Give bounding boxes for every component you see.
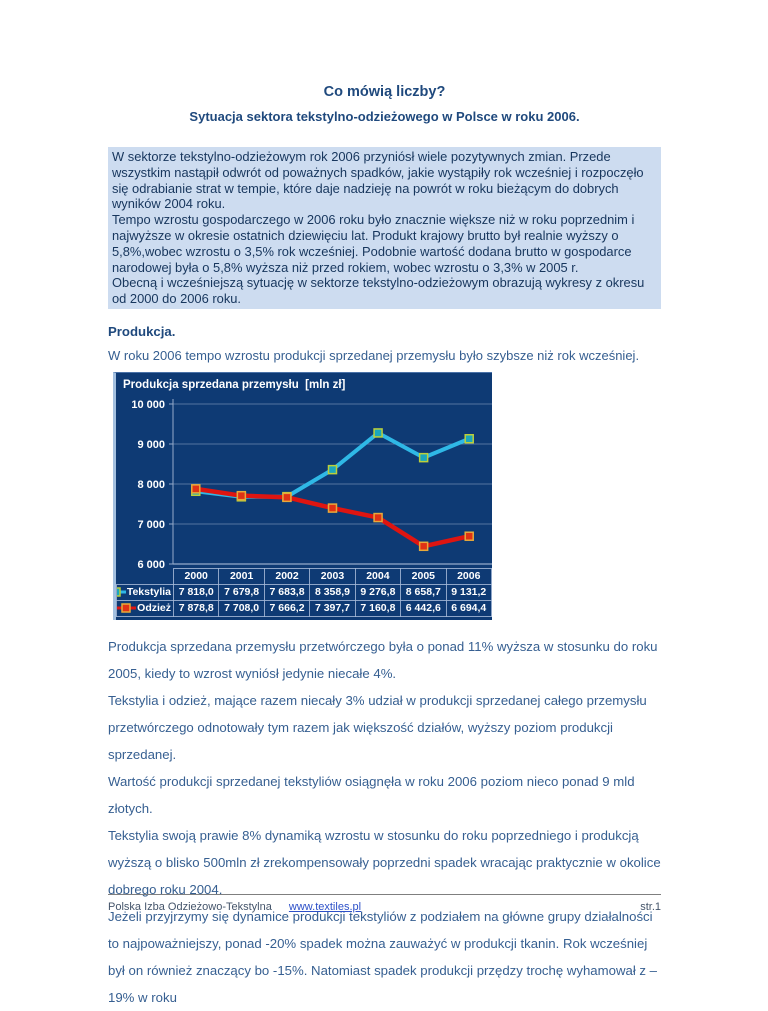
body-paragraph-5: Jeżeli przyjrzymy się dynamice produkcji… (108, 908, 658, 1005)
chart-value-cell: 7 160,8 (354, 599, 402, 617)
intro-highlight-block: W sektorze tekstylno-odzieżowym rok 2006… (108, 147, 661, 309)
chart-value-cell: 7 818,0 (172, 583, 220, 601)
chart-title: Produkcja sprzedana przemysłu [mln zł] (123, 378, 346, 391)
legend-tekstylia-icon (117, 587, 126, 598)
chart-value-cell: 7 397,7 (309, 599, 356, 617)
chart-year-header: 2003 (309, 567, 356, 585)
legend-label: Odzież (137, 602, 171, 615)
legend-odzież-icon (117, 603, 137, 614)
series-line-0 (193, 430, 472, 499)
y-tick-label: 10 000 (131, 399, 165, 411)
page-subtitle: Sytuacja sektora tekstylno-odzieżowego w… (189, 109, 580, 124)
series-marker (327, 464, 338, 475)
chart-table: 2000 2001 2002 2003 2004 2005 2006 Tekstylia 7 8… (116, 567, 493, 617)
footer-link[interactable]: www.textiles.pl (288, 901, 362, 913)
document-content: Co mówią liczby? Sytuacja sektora teksty… (108, 0, 661, 1011)
chart-value-cell: 8 358,9 (309, 583, 356, 601)
body-text: Produkcja sprzedana przemysłu przetwórcz… (108, 633, 661, 1011)
chart-year-header: 2004 (354, 567, 402, 585)
body-paragraph-3: Wartość produkcji sprzedanej tekstyliów … (108, 773, 635, 816)
footer-organization: Polska Izba Odzieżowo-Tekstylna (108, 901, 272, 913)
series-marker (327, 503, 338, 513)
series-marker (373, 428, 383, 438)
intro-paragraph-1: W sektorze tekstylno-odzieżowym rok 2006… (112, 149, 644, 212)
y-tick-label: 6 000 (137, 559, 165, 571)
chart-value-cell: 7 878,8 (172, 599, 220, 617)
legend-cell: Tekstylia (116, 583, 174, 601)
body-paragraph-2: Tekstylia i odzież, mające razem niecały… (108, 692, 647, 762)
chart-table-row-tekstylia: Tekstylia 7 818,0 7 679,8 7 683,8 8 358,9 9 2… (116, 583, 493, 601)
legend-label: Tekstylia (126, 586, 171, 599)
chart-value-cell: 8 658,7 (400, 583, 447, 601)
chart-value-cell: 7 683,8 (263, 583, 311, 601)
chart-value-cell: 7 679,8 (218, 583, 265, 601)
chart-value-cell: 7 708,0 (218, 599, 265, 617)
footer-left: Polska Izba Odzieżowo-Tekstylna www.text… (108, 901, 361, 913)
intro-paragraph-3: Obecną i wcześniejszą sytuację w sektorz… (112, 275, 645, 307)
chart-value-cell: 6 694,4 (445, 599, 493, 617)
chart-plot: 6 000 7 000 8 000 9 000 10 000 (131, 398, 492, 571)
chart-value-cell: 7 666,2 (263, 599, 311, 617)
chart-year-header: 2005 (400, 567, 447, 585)
page-title: Co mówią liczby? (323, 84, 446, 100)
series-marker (464, 531, 474, 541)
chart-value-cell: 6 442,6 (400, 599, 447, 617)
chart-year-header: 2001 (218, 567, 265, 585)
chart-value-cell: 9 276,8 (354, 583, 402, 601)
footer-page-number: str.1 (640, 901, 661, 913)
chart-value-cell: 9 131,2 (445, 583, 493, 601)
series-marker (282, 492, 292, 503)
chart-produkcja-sprzedana: Produkcja sprzedana przemysłu [mln zł] 6… (113, 371, 493, 620)
body-paragraph-1: Produkcja sprzedana przemysłu przetwórcz… (108, 638, 658, 681)
legend-cell: Odzież (116, 599, 174, 617)
y-tick-label: 8 000 (137, 479, 165, 491)
chart-year-header: 2000 (172, 567, 220, 585)
section-heading-produkcja: Produkcja. (108, 323, 176, 339)
chart-year-header: 2006 (445, 567, 493, 585)
section-lead: W roku 2006 tempo wzrostu produkcji sprz… (108, 347, 640, 363)
series-marker (418, 541, 429, 552)
body-paragraph-4: Tekstylia swoją prawie 8% dynamiką wzros… (108, 827, 661, 897)
y-tick-label: 7 000 (137, 519, 165, 531)
chart-year-header: 2002 (263, 567, 311, 585)
series-marker (464, 433, 474, 444)
page-footer: Polska Izba Odzieżowo-Tekstylna www.text… (108, 894, 661, 913)
series-marker (236, 490, 247, 501)
series-marker (373, 512, 383, 523)
series-marker (418, 452, 429, 463)
chart-table-row-odzież: Odzież 7 878,8 7 708,0 7 666,2 7 397,7 7 160,… (116, 599, 493, 617)
y-tick-label: 9 000 (137, 439, 165, 451)
intro-paragraph-2: Tempo wzrostu gospodarczego w 2006 roku … (112, 212, 635, 275)
series-marker (191, 484, 201, 494)
